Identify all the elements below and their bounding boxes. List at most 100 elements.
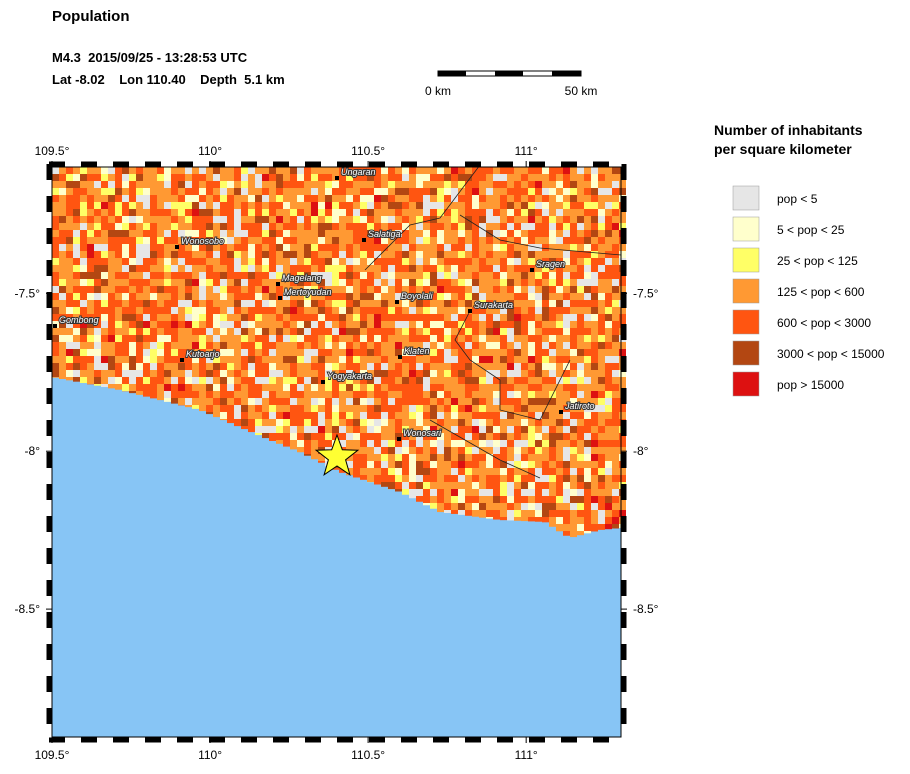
pop-cell: [444, 503, 451, 510]
pop-cell: [255, 244, 262, 251]
pop-cell: [605, 524, 612, 529]
pop-cell: [542, 188, 549, 195]
pop-cell: [164, 391, 171, 398]
legend-label: pop < 5: [777, 192, 818, 206]
pop-cell: [129, 265, 136, 272]
pop-cell: [115, 356, 122, 363]
pop-cell: [514, 181, 521, 188]
pop-cell: [164, 188, 171, 195]
pop-cell: [248, 272, 255, 279]
pop-cell: [507, 230, 514, 237]
pop-cell: [136, 300, 143, 307]
pop-cell: [514, 377, 521, 384]
x-tick-label: 110.5°: [351, 144, 385, 158]
pop-cell: [563, 440, 570, 447]
pop-cell: [332, 426, 339, 433]
pop-cell: [500, 482, 507, 489]
pop-cell: [290, 405, 297, 412]
pop-cell: [367, 454, 374, 461]
pop-cell: [276, 391, 283, 398]
legend-label: 3000 < pop < 15000: [777, 347, 885, 361]
city-marker: [395, 300, 399, 304]
pop-cell: [584, 223, 591, 230]
pop-cell: [339, 405, 346, 412]
pop-cell: [458, 447, 465, 454]
pop-cell: [269, 223, 276, 230]
pop-cell: [570, 356, 577, 363]
city-label: Salatiga: [368, 229, 401, 239]
pop-cell: [80, 356, 87, 363]
pop-cell: [416, 419, 423, 426]
pop-cell: [318, 188, 325, 195]
pop-cell: [570, 251, 577, 258]
pop-cell: [409, 174, 416, 181]
pop-cell: [577, 335, 584, 342]
pop-cell: [115, 293, 122, 300]
pop-cell: [248, 209, 255, 216]
pop-cell: [367, 202, 374, 209]
pop-cell: [444, 349, 451, 356]
pop-cell: [556, 181, 563, 188]
pop-cell: [325, 426, 332, 433]
pop-cell: [465, 321, 472, 328]
pop-cell: [514, 300, 521, 307]
pop-cell: [353, 468, 360, 475]
pop-cell: [220, 412, 227, 419]
pop-cell: [318, 202, 325, 209]
pop-cell: [514, 475, 521, 482]
pop-cell: [430, 202, 437, 209]
pop-cell: [402, 384, 409, 391]
pop-cell: [269, 181, 276, 188]
pop-cell: [598, 377, 605, 384]
pop-cell: [157, 167, 164, 174]
pop-cell: [542, 426, 549, 433]
pop-cell: [87, 293, 94, 300]
pop-cell: [444, 440, 451, 447]
pop-cell: [486, 195, 493, 202]
pop-cell: [157, 230, 164, 237]
pop-cell: [549, 482, 556, 489]
pop-cell: [612, 188, 619, 195]
pop-cell: [570, 328, 577, 335]
pop-cell: [521, 230, 528, 237]
pop-cell: [535, 300, 542, 307]
pop-cell: [94, 286, 101, 293]
pop-cell: [220, 307, 227, 314]
pop-cell: [444, 188, 451, 195]
pop-cell: [437, 440, 444, 447]
pop-cell: [234, 174, 241, 181]
pop-cell: [262, 279, 269, 286]
pop-cell: [178, 174, 185, 181]
pop-cell: [290, 370, 297, 377]
pop-cell: [136, 377, 143, 384]
pop-cell: [234, 286, 241, 293]
pop-cell: [332, 363, 339, 370]
pop-cell: [465, 370, 472, 377]
pop-cell: [59, 209, 66, 216]
pop-cell: [66, 370, 73, 377]
pop-cell: [94, 202, 101, 209]
pop-cell: [374, 188, 381, 195]
pop-cell: [80, 265, 87, 272]
pop-cell: [591, 244, 598, 251]
pop-cell: [479, 496, 486, 503]
pop-cell: [332, 286, 339, 293]
pop-cell: [269, 188, 276, 195]
pop-cell: [409, 230, 416, 237]
pop-cell: [542, 433, 549, 440]
pop-cell: [430, 461, 437, 468]
pop-cell: [556, 188, 563, 195]
pop-cell: [549, 251, 556, 258]
pop-cell: [479, 258, 486, 265]
pop-cell: [444, 342, 451, 349]
pop-cell: [500, 272, 507, 279]
pop-cell: [108, 328, 115, 335]
pop-cell: [157, 181, 164, 188]
pop-cell: [143, 265, 150, 272]
pop-cell: [381, 384, 388, 391]
pop-cell: [472, 216, 479, 223]
pop-cell: [353, 188, 360, 195]
pop-cell: [297, 377, 304, 384]
pop-cell: [353, 293, 360, 300]
pop-cell: [479, 251, 486, 258]
